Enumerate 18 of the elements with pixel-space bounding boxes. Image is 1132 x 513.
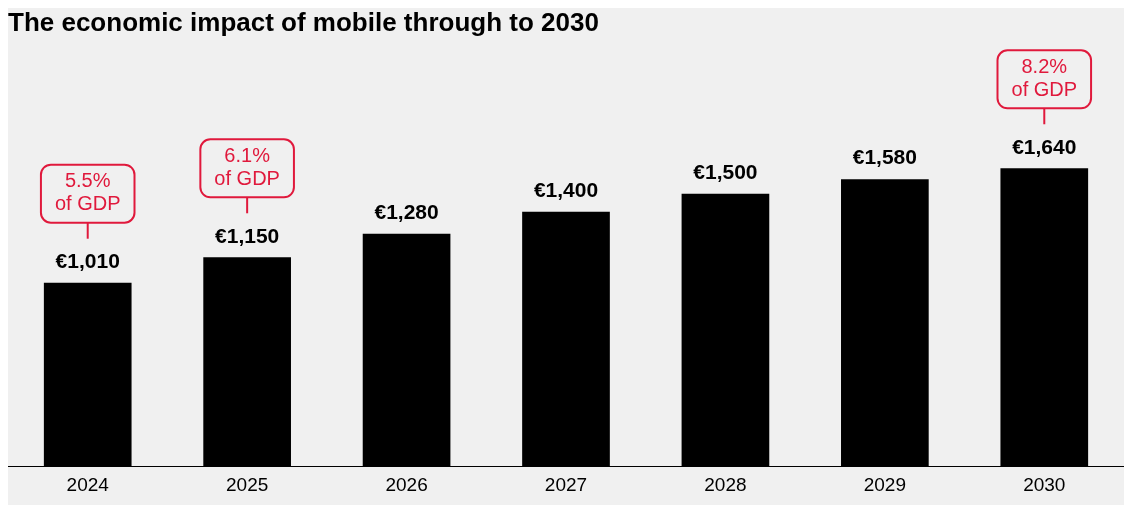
data-label: €1,580 — [852, 145, 917, 169]
data-label: €1,400 — [533, 178, 599, 202]
chart-title: The economic impact of mobile through to 2030 — [8, 6, 599, 37]
data-label: €1,640 — [1012, 134, 1077, 158]
data-label: €1,500 — [693, 160, 758, 183]
x-tick-label: 2025 — [226, 473, 269, 495]
x-tick-label: 2027 — [544, 473, 588, 495]
data-label: €1,150 — [215, 223, 280, 247]
data-label: €1,280 — [374, 199, 439, 223]
annotation: 8.2% of GDP — [1011, 54, 1078, 100]
data-label: €1,010 — [55, 249, 120, 273]
x-tick-label: 2026 — [385, 473, 428, 495]
x-tick-label: 2028 — [704, 473, 747, 495]
x-tick-label: 2024 — [66, 473, 110, 495]
x-tick-label: 2030 — [1023, 473, 1066, 495]
annotation: 5.5% of GDP — [54, 169, 121, 215]
annotation: 6.1% of GDP — [214, 143, 280, 189]
x-tick-label: 2029 — [863, 473, 906, 495]
